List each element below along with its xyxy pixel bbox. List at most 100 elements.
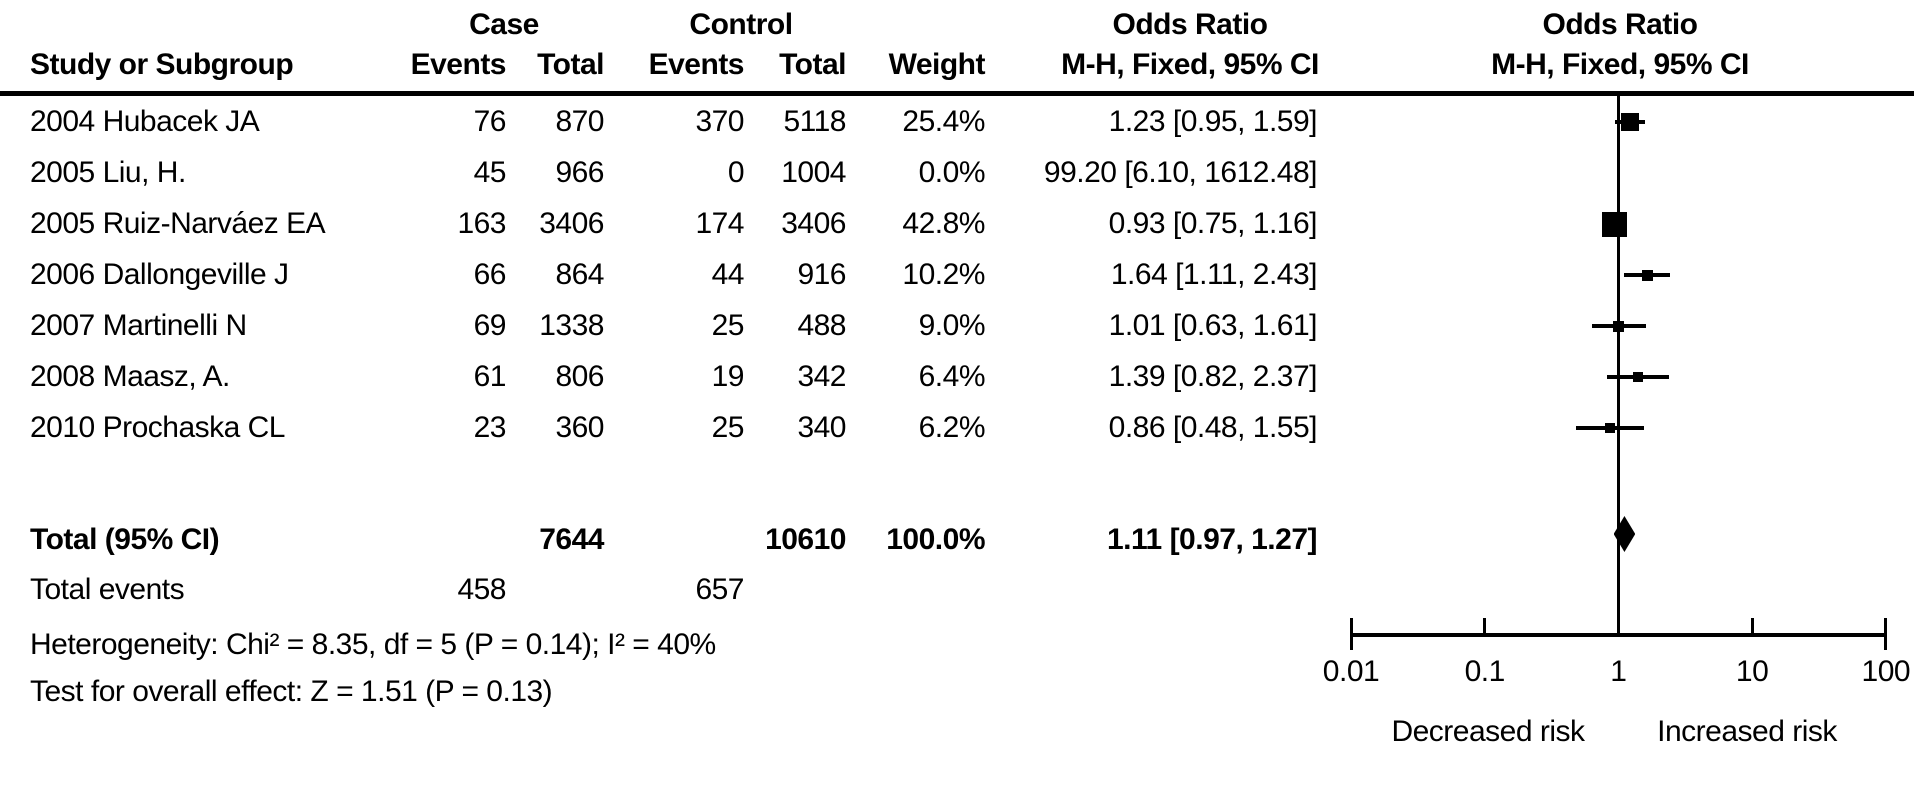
control-total-value: 3406 bbox=[781, 207, 846, 240]
control-total-value: 488 bbox=[797, 309, 846, 342]
study-label: 2005 Ruiz-Narváez EA bbox=[30, 207, 326, 240]
control-total-col-header: Total bbox=[779, 48, 846, 81]
heterogeneity-text: Heterogeneity: Chi² = 8.35, df = 5 (P = … bbox=[30, 628, 716, 661]
table-row: 2005 Ruiz-Narváez EA 163 3406 174 3406 4… bbox=[0, 204, 1914, 244]
weight-value: 42.8% bbox=[902, 207, 985, 240]
table-row: 2008 Maasz, A. 61 806 19 342 6.4% 1.39 [… bbox=[0, 357, 1914, 397]
control-total-value: 1004 bbox=[781, 156, 846, 189]
study-label: 2008 Maasz, A. bbox=[30, 360, 230, 393]
weight-value: 25.4% bbox=[902, 105, 985, 138]
or-ci-value: 99.20 [6.10, 1612.48] bbox=[1043, 156, 1318, 189]
case-events-value: 163 bbox=[457, 207, 506, 240]
control-events-value: 19 bbox=[711, 360, 745, 393]
effect-square bbox=[1604, 423, 1615, 433]
total-events-row: Total events 458 657 bbox=[0, 570, 1914, 610]
control-total-value: 342 bbox=[797, 360, 846, 393]
odds-ratio-header-right: Odds Ratio bbox=[1542, 8, 1698, 41]
case-events-value: 66 bbox=[473, 258, 507, 291]
total-events-label: Total events bbox=[30, 573, 185, 606]
or-ci-value: 1.64 [1.11, 2.43] bbox=[1110, 258, 1318, 291]
effect-square bbox=[1621, 113, 1640, 131]
mh-ci-col-header-right: M-H, Fixed, 95% CI bbox=[1491, 48, 1749, 81]
effect-square bbox=[1632, 372, 1643, 382]
control-events-value: 0 bbox=[727, 156, 745, 189]
case-total-value: 360 bbox=[555, 411, 604, 444]
study-label: 2004 Hubacek JA bbox=[30, 105, 260, 138]
total-control-total: 10610 bbox=[765, 523, 846, 556]
tick-label: 0.01 bbox=[1322, 655, 1380, 688]
or-ci-value: 1.39 [0.82, 2.37] bbox=[1108, 360, 1318, 393]
total-row: Total (95% CI) 7644 10610 100.0% 1.11 [0… bbox=[0, 520, 1914, 560]
case-events-value: 69 bbox=[473, 309, 507, 342]
total-events-control: 657 bbox=[695, 573, 744, 606]
case-events-col-header: Events bbox=[410, 48, 507, 81]
null-effect-line bbox=[1616, 96, 1620, 637]
decreased-risk-label: Decreased risk bbox=[1391, 715, 1585, 748]
control-events-value: 370 bbox=[695, 105, 744, 138]
total-case-total: 7644 bbox=[539, 523, 604, 556]
case-total-value: 806 bbox=[555, 360, 604, 393]
case-total-value: 3406 bbox=[539, 207, 604, 240]
study-label: 2006 Dallongeville J bbox=[30, 258, 289, 291]
total-weight: 100.0% bbox=[886, 523, 985, 556]
axis-tick bbox=[1349, 618, 1353, 650]
total-or-ci: 1.11 [0.97, 1.27] bbox=[1107, 523, 1318, 556]
table-row: 2004 Hubacek JA 76 870 370 5118 25.4% 1.… bbox=[0, 102, 1914, 142]
study-label: 2005 Liu, H. bbox=[30, 156, 186, 189]
or-ci-value: 1.23 [0.95, 1.59] bbox=[1108, 105, 1318, 138]
case-events-value: 45 bbox=[473, 156, 507, 189]
header-separator-line bbox=[0, 91, 1914, 96]
tick-label: 1 bbox=[1610, 655, 1627, 688]
case-events-value: 61 bbox=[473, 360, 507, 393]
tick-label: 0.1 bbox=[1464, 655, 1506, 688]
table-row: 2006 Dallongeville J 66 864 44 916 10.2%… bbox=[0, 255, 1914, 295]
total-label: Total (95% CI) bbox=[30, 523, 220, 556]
case-total-value: 966 bbox=[555, 156, 604, 189]
weight-value: 9.0% bbox=[918, 309, 986, 342]
tick-label: 100 bbox=[1861, 655, 1911, 688]
study-label: 2007 Martinelli N bbox=[30, 309, 247, 342]
odds-ratio-header-left: Odds Ratio bbox=[1112, 8, 1268, 41]
control-events-value: 44 bbox=[711, 258, 745, 291]
axis-tick bbox=[1750, 618, 1754, 637]
control-events-value: 174 bbox=[695, 207, 744, 240]
weight-value: 0.0% bbox=[918, 156, 986, 189]
total-events-case: 458 bbox=[457, 573, 506, 606]
overall-effect-text: Test for overall effect: Z = 1.51 (P = 0… bbox=[30, 675, 553, 708]
case-events-value: 76 bbox=[473, 105, 507, 138]
weight-value: 10.2% bbox=[902, 258, 985, 291]
axis-tick bbox=[1616, 618, 1620, 637]
table-row: 2005 Liu, H. 45 966 0 1004 0.0% 99.20 [6… bbox=[0, 153, 1914, 193]
effect-square bbox=[1601, 211, 1627, 237]
study-label: 2010 Prochaska CL bbox=[30, 411, 286, 444]
weight-value: 6.4% bbox=[918, 360, 986, 393]
table-row: 2007 Martinelli N 69 1338 25 488 9.0% 1.… bbox=[0, 306, 1914, 346]
control-total-value: 5118 bbox=[783, 105, 846, 138]
control-group-header: Control bbox=[689, 8, 793, 41]
study-col-header: Study or Subgroup bbox=[30, 48, 294, 81]
case-total-value: 1338 bbox=[539, 309, 604, 342]
axis-tick bbox=[1884, 618, 1888, 650]
mh-ci-col-header-left: M-H, Fixed, 95% CI bbox=[1061, 48, 1319, 81]
weight-value: 6.2% bbox=[918, 411, 986, 444]
weight-col-header: Weight bbox=[888, 48, 986, 81]
case-events-value: 23 bbox=[473, 411, 507, 444]
tick-label: 10 bbox=[1735, 655, 1769, 688]
or-ci-value: 0.93 [0.75, 1.16] bbox=[1108, 207, 1318, 240]
case-total-col-header: Total bbox=[537, 48, 604, 81]
case-total-value: 870 bbox=[555, 105, 604, 138]
effect-square bbox=[1613, 320, 1625, 332]
control-events-value: 25 bbox=[711, 309, 745, 342]
axis-tick bbox=[1483, 618, 1487, 637]
table-row: 2010 Prochaska CL 23 360 25 340 6.2% 0.8… bbox=[0, 408, 1914, 448]
case-total-value: 864 bbox=[555, 258, 604, 291]
or-ci-value: 0.86 [0.48, 1.55] bbox=[1108, 411, 1318, 444]
control-total-value: 340 bbox=[797, 411, 846, 444]
increased-risk-label: Increased risk bbox=[1657, 715, 1837, 748]
or-ci-value: 1.01 [0.63, 1.61] bbox=[1108, 309, 1318, 342]
case-group-header: Case bbox=[469, 8, 539, 41]
control-total-value: 916 bbox=[797, 258, 846, 291]
control-events-value: 25 bbox=[711, 411, 745, 444]
effect-square bbox=[1641, 269, 1653, 281]
